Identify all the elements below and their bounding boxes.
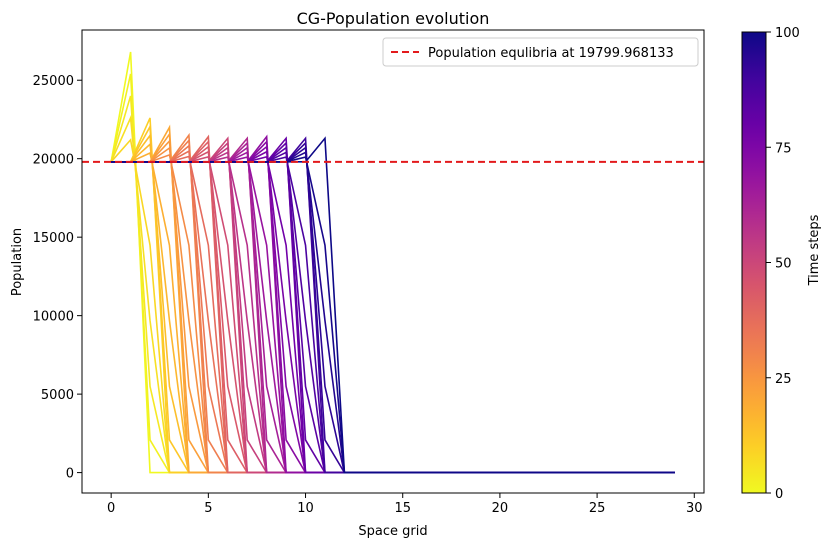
series-line bbox=[111, 146, 675, 474]
y-tick-label: 0 bbox=[66, 467, 74, 482]
x-axis-ticks: 0 5 10 15 20 25 30 bbox=[107, 493, 703, 516]
y-tick-label: 10000 bbox=[33, 310, 74, 325]
series-line bbox=[111, 151, 675, 474]
series-line bbox=[111, 153, 675, 474]
series-line bbox=[111, 145, 675, 474]
x-tick-label: 25 bbox=[589, 501, 606, 516]
x-tick-label: 5 bbox=[204, 501, 212, 516]
series-line bbox=[111, 141, 675, 474]
series-line bbox=[111, 151, 675, 474]
colorbar-label: Time steps bbox=[807, 214, 822, 286]
series-line bbox=[111, 150, 675, 474]
series-line bbox=[111, 141, 675, 474]
series-line bbox=[111, 142, 675, 474]
y-tick-label: 15000 bbox=[33, 231, 74, 246]
y-tick-label: 25000 bbox=[33, 74, 74, 89]
plot-frame bbox=[81, 29, 705, 494]
series-line bbox=[111, 146, 675, 474]
colorbar-tick-label: 75 bbox=[775, 141, 792, 156]
series-line bbox=[111, 149, 675, 474]
x-tick-label: 10 bbox=[297, 501, 314, 516]
colorbar-tick-label: 100 bbox=[775, 26, 800, 41]
series-line bbox=[111, 145, 675, 474]
series-line bbox=[111, 123, 675, 474]
series-line bbox=[111, 150, 675, 474]
series-line bbox=[111, 151, 675, 474]
series-line bbox=[111, 139, 675, 474]
x-axis-label: Space grid bbox=[358, 524, 427, 539]
y-tick-label: 20000 bbox=[33, 153, 74, 168]
series-line bbox=[111, 141, 675, 474]
series-line bbox=[110, 73, 675, 474]
y-axis-ticks: 0 5000 10000 15000 20000 25000 bbox=[33, 74, 82, 482]
x-tick-label: 15 bbox=[394, 501, 411, 516]
series-line bbox=[111, 151, 675, 474]
legend: Population equlibria at 19799.968133 bbox=[382, 37, 699, 67]
series-line bbox=[111, 139, 675, 474]
colorbar-tick-label: 0 bbox=[775, 487, 783, 502]
series-line bbox=[111, 124, 675, 474]
series-line bbox=[111, 146, 675, 474]
colorbar-tick-label: 25 bbox=[775, 372, 792, 387]
chart-title: CG-Population evolution bbox=[297, 9, 490, 28]
series-line bbox=[111, 146, 675, 474]
y-axis-label: Population bbox=[10, 228, 25, 296]
series-lines bbox=[110, 51, 675, 474]
legend-box bbox=[382, 37, 699, 67]
legend-label: Population equlibria at 19799.968133 bbox=[428, 46, 674, 61]
series-line bbox=[111, 141, 675, 474]
series-line bbox=[111, 151, 675, 474]
colorbar-ticks: 0 25 50 75 100 bbox=[766, 26, 800, 502]
colorbar bbox=[741, 31, 767, 494]
x-tick-label: 30 bbox=[686, 501, 703, 516]
x-tick-label: 20 bbox=[492, 501, 509, 516]
series-line bbox=[111, 144, 675, 474]
y-tick-label: 5000 bbox=[41, 388, 74, 403]
x-tick-label: 0 bbox=[107, 501, 115, 516]
series-line bbox=[111, 146, 675, 474]
colorbar-tick-label: 50 bbox=[775, 257, 792, 272]
